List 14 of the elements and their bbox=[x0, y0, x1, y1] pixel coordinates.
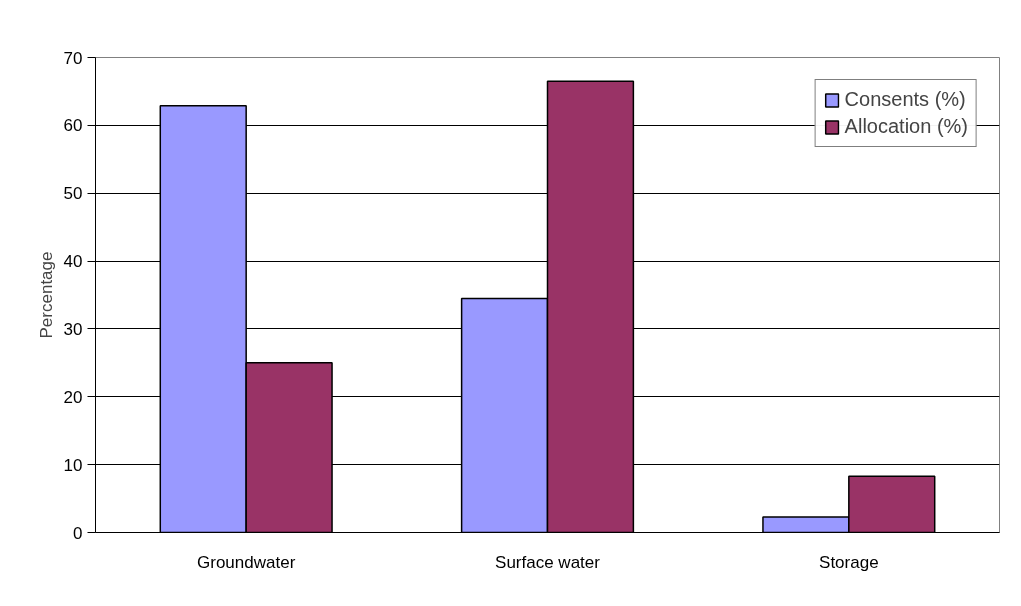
y-tick-label: 60 bbox=[63, 116, 83, 136]
y-tick-label: 0 bbox=[73, 523, 83, 543]
x-tick-label: Storage bbox=[819, 552, 879, 572]
y-tick-label: 30 bbox=[63, 319, 83, 339]
legend-label: Consents (%) bbox=[844, 88, 966, 111]
x-tick-label: Groundwater bbox=[197, 552, 296, 572]
y-tick-label: 70 bbox=[63, 48, 83, 68]
legend-label: Allocation (%) bbox=[844, 115, 968, 138]
y-tick-label: 20 bbox=[63, 387, 83, 407]
y-tick-label: 50 bbox=[63, 184, 83, 204]
y-tick-label: 10 bbox=[63, 455, 83, 475]
x-tick-label: Surface water bbox=[495, 552, 601, 572]
y-tick-label: 40 bbox=[63, 252, 83, 272]
y-axis-title: Percentage bbox=[36, 251, 56, 339]
